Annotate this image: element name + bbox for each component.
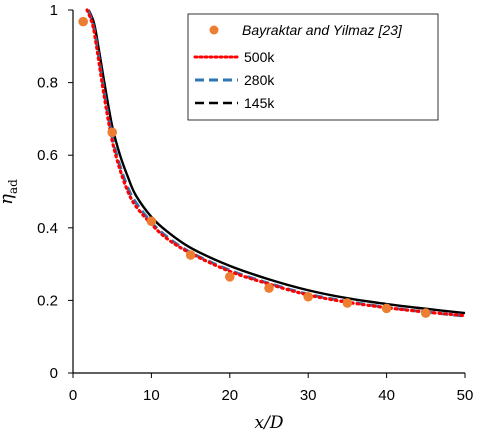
data-point (107, 127, 117, 138)
x-tick-label: 30 (300, 387, 317, 404)
data-point (303, 291, 314, 302)
series-line-145k (87, 9, 466, 315)
x-tick-label: 20 (221, 387, 238, 404)
data-point (185, 250, 196, 260)
legend-marker-experiment (209, 25, 219, 35)
y-tick-label: 0.2 (37, 292, 58, 309)
legend-label-280k: 280k (244, 72, 275, 88)
legend-label-experiment: Bayraktar and Yilmaz [23] (242, 22, 403, 38)
x-ticks: 0 10 20 30 40 50 (69, 373, 474, 404)
y-tick-label: 0.6 (37, 147, 58, 164)
plot-area (78, 8, 467, 318)
legend: Bayraktar and Yilmaz [23] 500k 280k 145k (187, 13, 439, 121)
y-tick-label: 0.8 (37, 75, 58, 92)
legend-label-145k: 145k (244, 95, 275, 111)
data-point (78, 16, 88, 27)
x-tick-label: 10 (143, 387, 160, 404)
y-tick-label: 1 (50, 2, 58, 19)
x-tick-label: 0 (69, 387, 77, 404)
y-axis-label: ηad (0, 179, 20, 205)
data-point (421, 308, 431, 318)
x-axis-label: x/D (255, 413, 284, 433)
x-tick-label: 40 (378, 387, 395, 404)
legend-label-500k: 500k (244, 49, 275, 65)
y-tick-label: 0 (50, 365, 58, 382)
y-tick-label: 0.4 (37, 220, 58, 237)
x-tick-label: 50 (457, 387, 474, 404)
data-point (342, 298, 353, 308)
data-point (381, 303, 392, 314)
y-ticks: 0 0.2 0.4 0.6 0.8 1 (37, 2, 73, 382)
data-point (225, 272, 235, 282)
data-point (146, 216, 157, 227)
data-point (264, 283, 274, 293)
